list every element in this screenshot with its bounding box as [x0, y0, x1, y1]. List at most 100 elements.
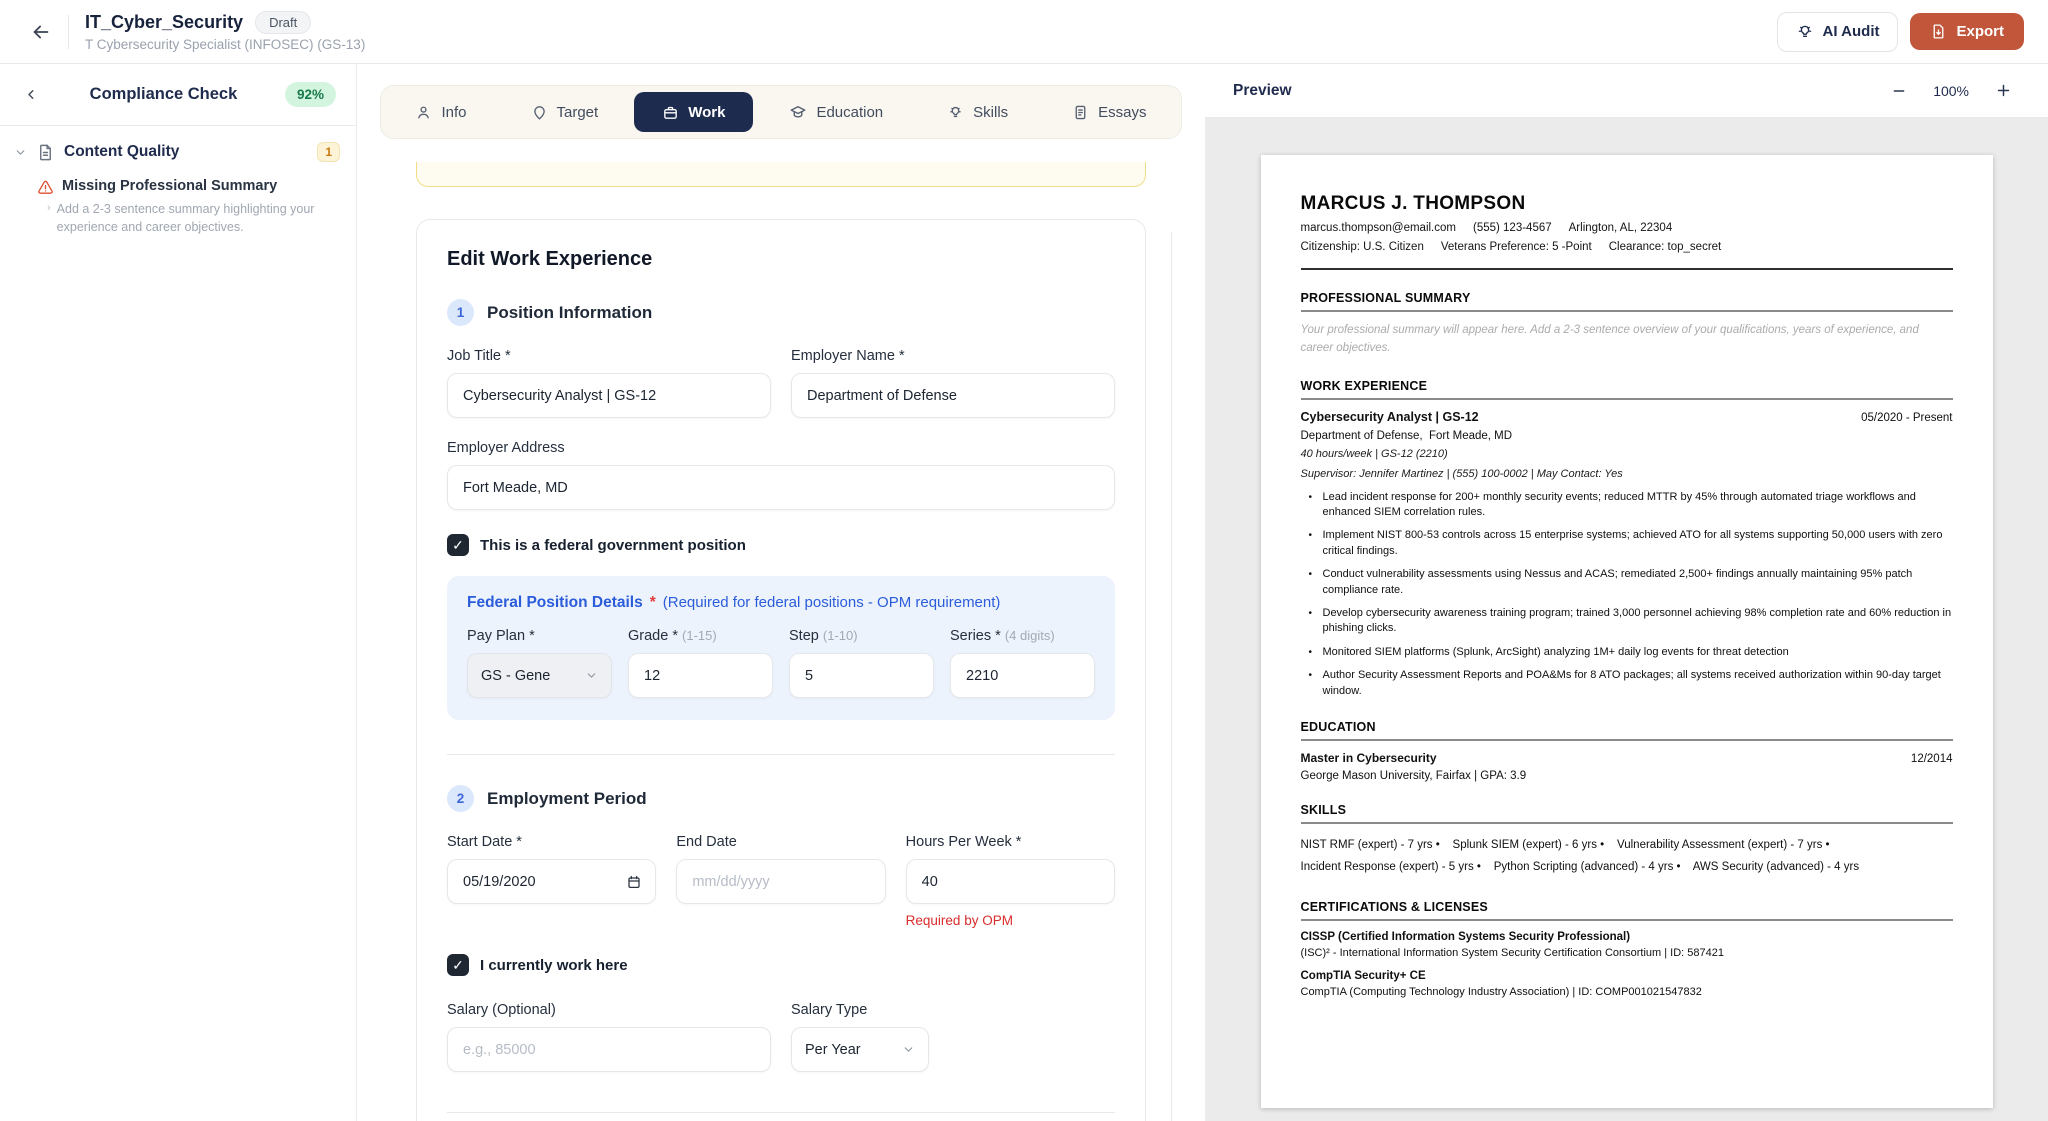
preview-header: Preview 100%	[1205, 64, 2048, 118]
certification-item: CompTIA Security+ CE CompTIA (Computing …	[1301, 970, 1953, 998]
detail-part: Clearance: top_secret	[1608, 241, 1722, 253]
certification-org: CompTIA (Computing Technology Industry A…	[1300, 985, 1702, 998]
section-number-badge: 2	[447, 785, 474, 812]
zoom-level: 100%	[1933, 82, 1969, 99]
series-label: Series * (4 digits)	[950, 628, 1055, 644]
required-asterisk: *	[649, 594, 656, 611]
chevron-down-icon	[585, 669, 598, 682]
resume-bullet-list: Lead incident response for 200+ monthly …	[1301, 490, 1953, 699]
scrollbar-track[interactable]	[1171, 232, 1172, 1121]
summary-heading: PROFESSIONAL SUMMARY	[1300, 291, 1953, 312]
tab-work[interactable]: Work	[634, 92, 754, 132]
tab-target[interactable]: Target	[503, 92, 627, 132]
page-title: IT_Cyber_Security	[85, 12, 244, 32]
collapse-sidebar-icon[interactable]	[20, 84, 42, 106]
employer-name-input[interactable]	[791, 373, 1115, 418]
federal-position-checkbox-row[interactable]: ✓ This is a federal government position	[447, 534, 1115, 556]
pay-plan-label: Pay Plan *	[467, 628, 535, 644]
contact-part: Arlington, AL, 22304	[1568, 222, 1673, 234]
scrolled-alert-banner	[416, 162, 1146, 187]
start-date-input[interactable]: 05/19/2020	[447, 859, 657, 904]
grade-label: Grade * (1-15)	[628, 628, 717, 644]
resume-education-date: 12/2014	[1910, 752, 1953, 765]
employer-address-input[interactable]	[447, 465, 1115, 510]
certifications-heading: CERTIFICATIONS & LICENSES	[1300, 900, 1953, 921]
tab-target-label: Target	[556, 103, 599, 121]
tab-essays[interactable]: Essays	[1044, 92, 1174, 132]
pay-plan-select[interactable]: GS - Gene	[467, 653, 612, 698]
skills-line: NIST RMF (expert) - 7 yrs • Splunk SIEM …	[1300, 838, 1830, 851]
ai-audit-button[interactable]: AI Audit	[1776, 11, 1899, 52]
content-quality-label: Content Quality	[64, 143, 180, 160]
end-date-input[interactable]	[676, 859, 886, 904]
start-date-value: 05/19/2020	[463, 873, 536, 890]
compliance-score-badge: 92%	[284, 82, 336, 107]
resume-bullet: Conduct vulnerability assessments using …	[1301, 567, 1953, 598]
editor-column: Info Target Work	[357, 64, 1205, 1121]
salary-type-select[interactable]: Per Year	[791, 1027, 929, 1072]
salary-type-value: Per Year	[805, 1041, 861, 1058]
section-number-badge: 1	[447, 299, 474, 326]
hours-per-week-input[interactable]	[905, 859, 1115, 904]
checkbox-checked-icon[interactable]: ✓	[447, 954, 469, 976]
preview-title: Preview	[1233, 81, 1292, 99]
zoom-out-button[interactable]	[1891, 83, 1907, 99]
resume-bullet: Author Security Assessment Reports and P…	[1301, 668, 1953, 699]
tab-info-label: Info	[441, 103, 467, 121]
grade-input[interactable]	[628, 653, 773, 698]
content-quality-row[interactable]: Content Quality 1	[0, 126, 356, 170]
minus-icon	[1891, 83, 1907, 99]
pay-plan-value: GS - Gene	[481, 667, 551, 684]
section-title: Position Information	[487, 302, 653, 322]
start-date-label: Start Date *	[447, 834, 522, 850]
lightbulb-icon	[1796, 23, 1814, 41]
preview-panel: Preview 100%	[1205, 64, 2048, 1121]
education-heading: EDUCATION	[1300, 720, 1953, 741]
chevron-right-icon: ›	[47, 202, 51, 214]
export-button[interactable]: Export	[1910, 13, 2024, 50]
work-heading: WORK EXPERIENCE	[1300, 379, 1953, 400]
back-button[interactable]	[24, 15, 58, 49]
form-title: Edit Work Experience	[447, 248, 653, 270]
calendar-icon[interactable]	[626, 874, 642, 890]
resume-school: George Mason University, Fairfax | GPA: …	[1300, 769, 1527, 782]
chevron-down-icon	[902, 1043, 915, 1056]
briefcase-icon	[662, 104, 679, 121]
tab-education[interactable]: Education	[761, 92, 911, 132]
essays-document-icon	[1072, 104, 1089, 121]
resume-bullet: Monitored SIEM platforms (Splunk, ArcSig…	[1301, 645, 1953, 660]
resume-job-dates: 05/2020 - Present	[1861, 411, 1953, 424]
checkbox-checked-icon[interactable]: ✓	[447, 534, 469, 556]
graduation-cap-icon	[789, 103, 807, 121]
zoom-in-button[interactable]	[1995, 82, 2012, 99]
warning-icon	[37, 179, 54, 196]
form-scroll-area: Edit Work Experience 1 Position Informat…	[357, 162, 1205, 1121]
salary-input[interactable]	[447, 1027, 771, 1072]
step-input[interactable]	[789, 653, 934, 698]
series-input[interactable]	[950, 653, 1095, 698]
skills-heading: SKILLS	[1300, 803, 1953, 824]
contact-part: marcus.thompson@email.com	[1300, 222, 1456, 234]
federal-position-details-panel: Federal Position Details * (Required for…	[447, 576, 1115, 720]
user-icon	[415, 104, 432, 121]
lightbulb-icon	[947, 104, 964, 121]
resume-degree: Master in Cybersecurity	[1300, 750, 1437, 765]
plus-icon	[1995, 82, 2012, 99]
resume-rule	[1300, 268, 1953, 270]
page-subtitle: T Cybersecurity Specialist (INFOSEC) (GS…	[85, 37, 366, 52]
job-title-label: Job Title *	[447, 348, 511, 364]
document-title-block: IT_Cyber_Security Draft T Cybersecurity …	[85, 11, 365, 52]
currently-work-checkbox-row[interactable]: ✓ I currently work here	[447, 954, 1115, 976]
tab-info[interactable]: Info	[387, 92, 494, 132]
map-pin-icon	[531, 104, 548, 121]
certification-item: CISSP (Certified Information Systems Sec…	[1301, 931, 1953, 959]
certification-title: CISSP (Certified Information Systems Sec…	[1300, 930, 1631, 943]
header-divider	[68, 14, 69, 49]
job-title-input[interactable]	[447, 373, 771, 418]
detail-part: Veterans Preference: 5 -Point	[1440, 241, 1592, 253]
resume-bullet: Lead incident response for 200+ monthly …	[1301, 490, 1953, 521]
document-icon	[36, 143, 55, 162]
tab-skills[interactable]: Skills	[919, 92, 1036, 132]
issue-item[interactable]: Missing Professional Summary › Add a 2-3…	[0, 170, 356, 244]
preview-canvas: MARCUS J. THOMPSON marcus.thompson@email…	[1205, 118, 2048, 1121]
